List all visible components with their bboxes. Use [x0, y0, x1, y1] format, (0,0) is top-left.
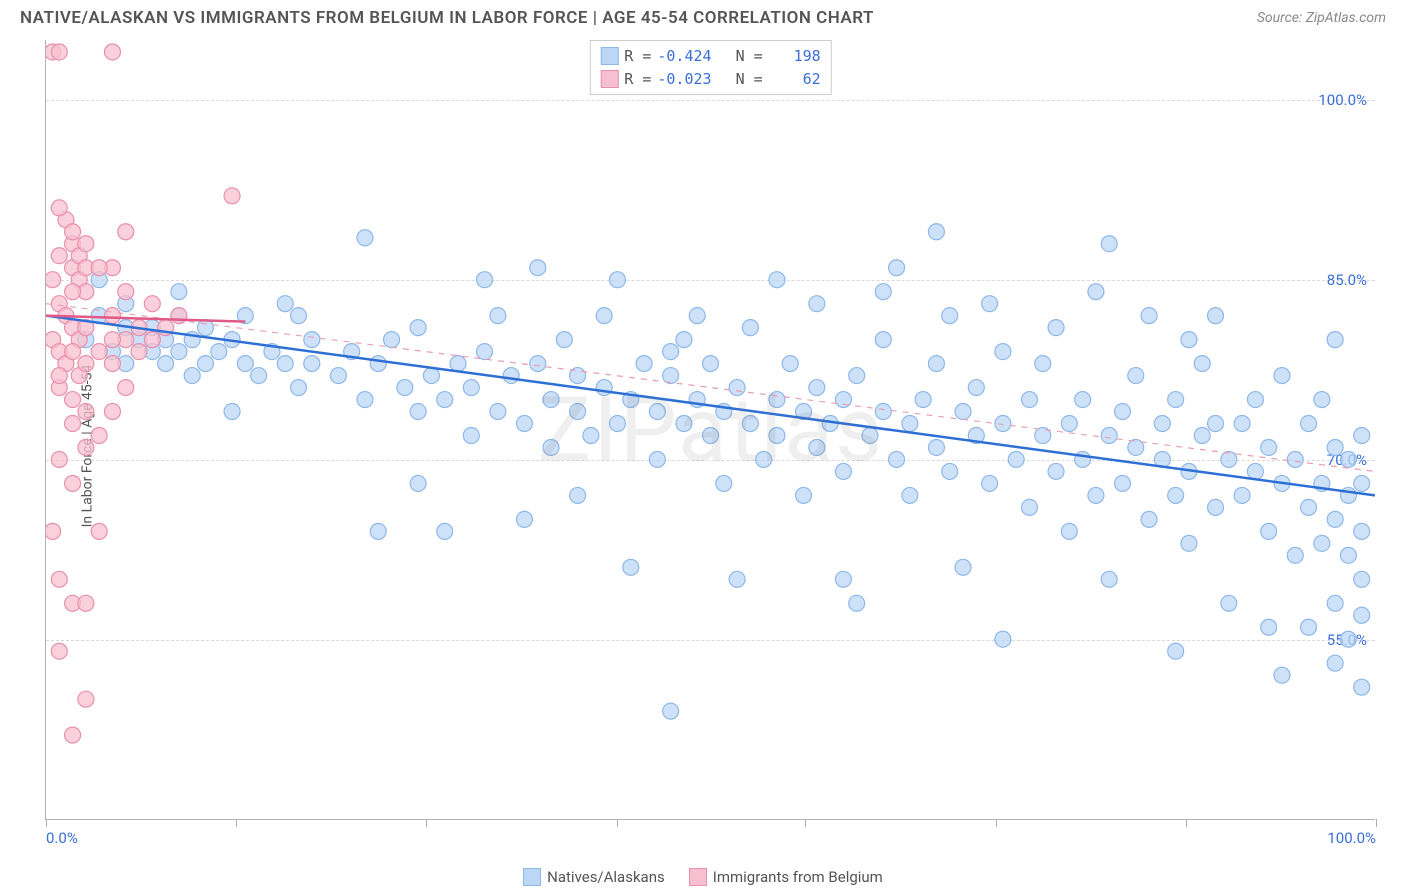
r-value-2: -0.023	[657, 68, 711, 91]
xtick	[46, 819, 47, 827]
legend-label-immigrants: Immigrants from Belgium	[713, 868, 883, 886]
n-label: N =	[718, 45, 763, 68]
header: NATIVE/ALASKAN VS IMMIGRANTS FROM BELGIU…	[0, 0, 1406, 32]
legend-swatch-natives	[523, 868, 541, 886]
legend-swatch-1	[600, 47, 618, 65]
source-label: Source: ZipAtlas.com	[1257, 10, 1386, 26]
xtick	[426, 819, 427, 827]
xtick	[805, 819, 806, 827]
xtick	[1186, 819, 1187, 827]
xtick	[617, 819, 618, 827]
n-label: N =	[718, 68, 763, 91]
n-value-2: 62	[769, 68, 821, 91]
series-legend: Natives/Alaskans Immigrants from Belgium	[0, 868, 1406, 886]
correlation-legend: R = -0.424 N = 198 R = -0.023 N = 62	[589, 40, 831, 95]
legend-row-series-1: R = -0.424 N = 198	[600, 45, 820, 68]
legend-item-natives: Natives/Alaskans	[523, 868, 665, 886]
plot-area: R = -0.424 N = 198 R = -0.023 N = 62 ZIP…	[45, 40, 1375, 820]
legend-swatch-immigrants	[689, 868, 707, 886]
r-value-1: -0.424	[657, 45, 711, 68]
legend-row-series-2: R = -0.023 N = 62	[600, 68, 820, 91]
r-label: R =	[624, 45, 651, 68]
xtick	[1376, 819, 1377, 827]
legend-label-natives: Natives/Alaskans	[547, 868, 665, 886]
r-label: R =	[624, 68, 651, 91]
chart-title: NATIVE/ALASKAN VS IMMIGRANTS FROM BELGIU…	[20, 8, 874, 28]
xtick-label: 0.0%	[46, 829, 78, 847]
scatter-svg	[46, 40, 1375, 819]
xtick	[996, 819, 997, 827]
legend-swatch-2	[600, 70, 618, 88]
xtick-label: 100.0%	[1327, 829, 1376, 847]
n-value-1: 198	[769, 45, 821, 68]
legend-item-immigrants: Immigrants from Belgium	[689, 868, 883, 886]
xtick	[236, 819, 237, 827]
chart-container: NATIVE/ALASKAN VS IMMIGRANTS FROM BELGIU…	[0, 0, 1406, 892]
